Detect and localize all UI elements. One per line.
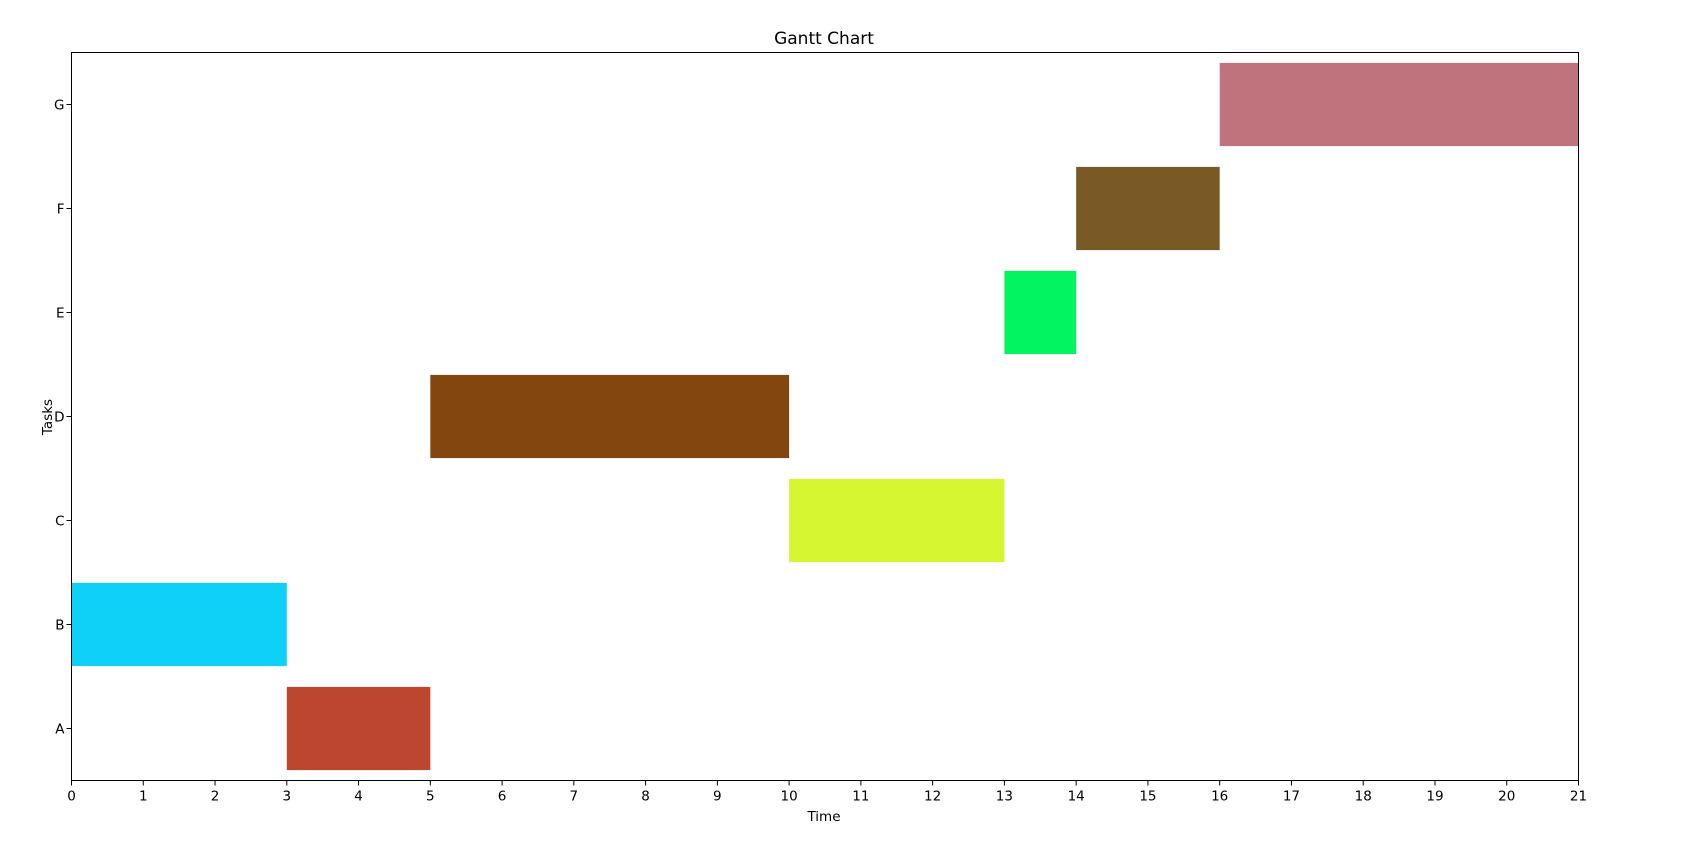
y-axis-label: Tasks xyxy=(40,399,56,436)
x-tick-label: 12 xyxy=(924,789,941,805)
bar-task-b xyxy=(71,582,287,667)
x-tick-label: 4 xyxy=(354,789,363,805)
x-tick-label: 20 xyxy=(1498,789,1515,805)
x-tick-label: 2 xyxy=(211,789,220,805)
y-tick-label-d: D xyxy=(54,410,64,426)
y-tick-label-c: C xyxy=(55,514,64,530)
bar-task-d xyxy=(430,374,790,459)
x-tick-label: 11 xyxy=(852,789,869,805)
x-tick-label: 19 xyxy=(1426,789,1443,805)
x-tick-label: 1 xyxy=(139,789,148,805)
y-tick-label-e: E xyxy=(56,306,65,322)
x-tick-label: 6 xyxy=(498,789,507,805)
y-axis: A B C D E F G xyxy=(54,98,72,738)
x-axis: 0 1 2 3 4 5 6 7 8 9 10 11 12 13 14 15 16 17 18 19 20 21 xyxy=(67,780,1587,805)
bar-task-f xyxy=(1076,166,1220,251)
x-tick-label: 3 xyxy=(282,789,291,805)
chart-title: Gantt Chart xyxy=(774,29,874,49)
x-tick-label: 21 xyxy=(1570,789,1587,805)
x-tick-label: 10 xyxy=(781,789,798,805)
x-tick-label: 14 xyxy=(1068,789,1085,805)
y-tick-label-g: G xyxy=(54,98,64,114)
bar-task-e xyxy=(1004,270,1077,355)
x-axis-label: Time xyxy=(806,809,840,825)
x-tick-label: 8 xyxy=(641,789,650,805)
bar-task-g xyxy=(1219,62,1579,147)
y-tick-label-f: F xyxy=(57,202,65,218)
bars-layer xyxy=(71,62,1579,771)
x-tick-label: 0 xyxy=(67,789,76,805)
bar-task-c xyxy=(789,478,1005,563)
x-tick-label: 5 xyxy=(426,789,435,805)
plot-frame xyxy=(71,52,1579,781)
x-tick-label: 9 xyxy=(713,789,722,805)
y-tick-label-b: B xyxy=(55,618,64,634)
bar-task-a xyxy=(286,686,431,771)
x-tick-label: 18 xyxy=(1355,789,1372,805)
x-tick-label: 15 xyxy=(1139,789,1156,805)
x-tick-label: 13 xyxy=(996,789,1013,805)
y-tick-label-a: A xyxy=(55,722,65,738)
x-tick-label: 7 xyxy=(570,789,579,805)
x-tick-label: 16 xyxy=(1211,789,1228,805)
x-tick-label: 17 xyxy=(1283,789,1300,805)
